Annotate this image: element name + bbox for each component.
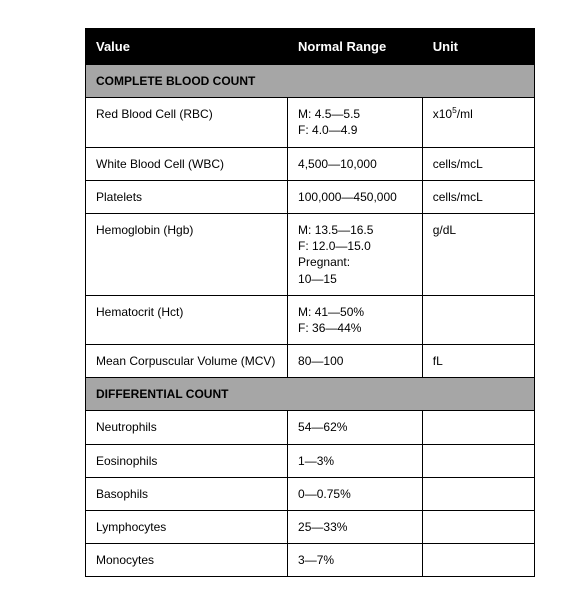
cell-range: 54—62% xyxy=(288,411,423,444)
cell-range: 4,500—10,000 xyxy=(288,147,423,180)
cell-value: Monocytes xyxy=(86,544,288,577)
cell-unit: cells/mcL xyxy=(422,180,534,213)
cell-value: Red Blood Cell (RBC) xyxy=(86,98,288,147)
blood-count-table: Value Normal Range Unit COMPLETE BLOOD C… xyxy=(85,28,535,577)
section-row: DIFFERENTIAL COUNT xyxy=(86,378,535,411)
cell-value: Platelets xyxy=(86,180,288,213)
cell-range: M: 4.5—5.5F: 4.0—4.9 xyxy=(288,98,423,147)
table-body: COMPLETE BLOOD COUNTRed Blood Cell (RBC)… xyxy=(86,65,535,577)
col-header-unit: Unit xyxy=(422,29,534,65)
cell-unit xyxy=(422,411,534,444)
cell-value: Hematocrit (Hct) xyxy=(86,295,288,344)
cell-unit xyxy=(422,511,534,544)
col-header-range: Normal Range xyxy=(288,29,423,65)
cell-value: Eosinophils xyxy=(86,444,288,477)
cell-unit: x105/ml xyxy=(422,98,534,147)
section-label: DIFFERENTIAL COUNT xyxy=(86,378,535,411)
table-row: Basophils0—0.75% xyxy=(86,477,535,510)
section-row: COMPLETE BLOOD COUNT xyxy=(86,65,535,98)
cell-value: Lymphocytes xyxy=(86,511,288,544)
cell-range: 25—33% xyxy=(288,511,423,544)
cell-range: 1—3% xyxy=(288,444,423,477)
table-row: Monocytes3—7% xyxy=(86,544,535,577)
cell-unit: cells/mcL xyxy=(422,147,534,180)
cell-unit xyxy=(422,444,534,477)
cell-range: 100,000—450,000 xyxy=(288,180,423,213)
table-row: Lymphocytes25—33% xyxy=(86,511,535,544)
cell-range: M: 41—50%F: 36—44% xyxy=(288,295,423,344)
table-row: Hemoglobin (Hgb)M: 13.5—16.5F: 12.0—15.0… xyxy=(86,213,535,295)
table-row: White Blood Cell (WBC)4,500—10,000cells/… xyxy=(86,147,535,180)
cell-unit: fL xyxy=(422,345,534,378)
cell-unit xyxy=(422,295,534,344)
cell-unit xyxy=(422,544,534,577)
cell-value: Basophils xyxy=(86,477,288,510)
table-row: Hematocrit (Hct)M: 41—50%F: 36—44% xyxy=(86,295,535,344)
page: Value Normal Range Unit COMPLETE BLOOD C… xyxy=(0,0,585,605)
cell-unit: g/dL xyxy=(422,213,534,295)
table-row: Eosinophils1—3% xyxy=(86,444,535,477)
table-row: Mean Corpuscular Volume (MCV)80—100fL xyxy=(86,345,535,378)
cell-range: 80—100 xyxy=(288,345,423,378)
cell-value: White Blood Cell (WBC) xyxy=(86,147,288,180)
cell-unit xyxy=(422,477,534,510)
table-row: Red Blood Cell (RBC)M: 4.5—5.5F: 4.0—4.9… xyxy=(86,98,535,147)
table-row: Neutrophils54—62% xyxy=(86,411,535,444)
section-label: COMPLETE BLOOD COUNT xyxy=(86,65,535,98)
cell-range: M: 13.5—16.5F: 12.0—15.0Pregnant:10—15 xyxy=(288,213,423,295)
table-row: Platelets100,000—450,000cells/mcL xyxy=(86,180,535,213)
cell-range: 3—7% xyxy=(288,544,423,577)
cell-value: Neutrophils xyxy=(86,411,288,444)
col-header-value: Value xyxy=(86,29,288,65)
cell-value: Mean Corpuscular Volume (MCV) xyxy=(86,345,288,378)
cell-value: Hemoglobin (Hgb) xyxy=(86,213,288,295)
cell-range: 0—0.75% xyxy=(288,477,423,510)
table-header: Value Normal Range Unit xyxy=(86,29,535,65)
